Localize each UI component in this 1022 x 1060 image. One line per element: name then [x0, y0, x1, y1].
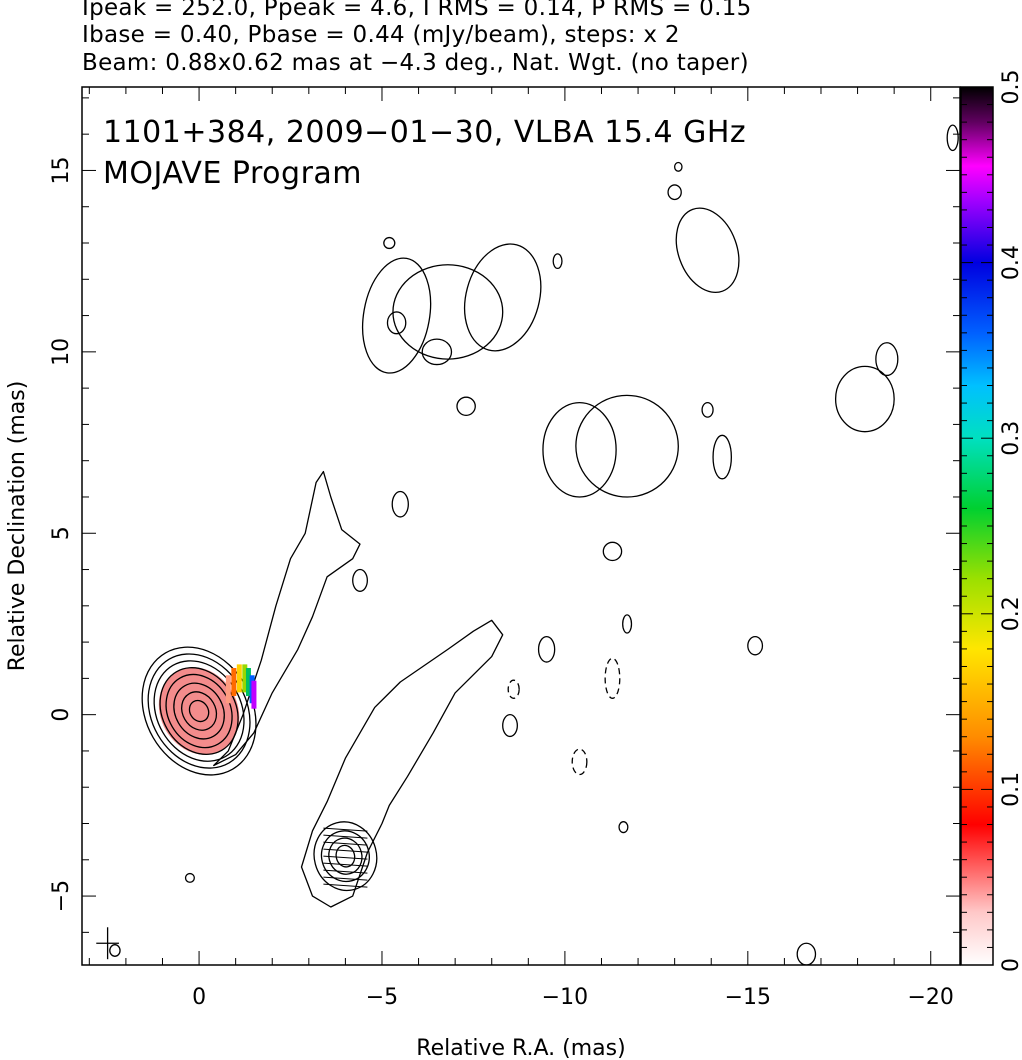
island-contour — [552, 253, 563, 270]
island-contour — [834, 365, 895, 433]
island-contour — [421, 338, 453, 366]
chart-title: 1101+384, 2009−01−30, VLBA 15.4 GHz — [103, 115, 746, 150]
island-contour — [622, 614, 633, 634]
island-contour — [464, 243, 542, 352]
knot-polarization-tick — [323, 862, 368, 867]
negative-contour — [604, 657, 621, 699]
colorbar-ticks — [961, 86, 993, 966]
contour-lines — [109, 124, 959, 965]
island-contour — [391, 490, 409, 518]
x-tick-label: 0 — [192, 985, 206, 1010]
knot-polarization-tick — [323, 841, 368, 846]
island-contour — [502, 714, 518, 738]
knot-polarization-tick — [323, 883, 368, 888]
x-tick-label: −5 — [366, 985, 398, 1010]
island-contour — [184, 872, 195, 883]
knot-polarization-tick — [323, 848, 368, 853]
knot-polarization-tick — [323, 855, 368, 860]
y-tick-label: 10 — [49, 338, 74, 366]
x-tick-labels: 0 −5 −10 −15 −20 — [192, 985, 954, 1010]
plot-frame — [81, 86, 961, 966]
island-contour — [109, 944, 121, 957]
knot-polarization-tick — [323, 869, 368, 874]
island-contour — [674, 161, 683, 172]
y-tick-labels: −5 0 5 10 15 — [49, 156, 74, 912]
island-contour — [701, 401, 714, 418]
x-tick-label: −10 — [542, 985, 588, 1010]
colorbar-tick-label: 0.3 — [999, 421, 1022, 456]
island-contour — [796, 942, 817, 965]
header-line-3: Beam: 0.88x0.62 mas at −4.3 deg., Nat. W… — [82, 50, 749, 76]
island-contour — [362, 257, 432, 374]
x-tick-label: −20 — [908, 985, 954, 1010]
island-contour — [575, 394, 679, 498]
core-polarization-fill — [158, 667, 240, 755]
colorbar-tick-label: 0.4 — [999, 245, 1022, 280]
knot-polarization-tick — [323, 876, 368, 881]
header-line-1: Ipeak = 252.0, Ppeak = 4.6, I RMS = 0.14… — [82, 0, 752, 21]
core-contour — [173, 682, 225, 740]
chart-subtitle: MOJAVE Program — [103, 156, 362, 191]
knot-polarization-tick — [323, 834, 368, 839]
island-contour — [946, 124, 959, 152]
negative-contour — [571, 748, 588, 776]
core-contour — [181, 691, 218, 731]
island-contour — [875, 342, 899, 377]
header-line-2: Ibase = 0.40, Pbase = 0.44 (mJy/beam), s… — [82, 22, 680, 48]
y-tick-label: 5 — [49, 526, 74, 540]
core-contour — [188, 699, 210, 723]
knot-contour — [335, 844, 356, 868]
y-axis-label: Relative Declination (mas) — [5, 381, 30, 672]
colorbar-tick-label: 0 — [999, 958, 1022, 972]
colorbar-tick-labels: 0 0.1 0.2 0.3 0.4 0.5 — [999, 70, 1022, 973]
x-axis-label: Relative R.A. (mas) — [416, 1036, 625, 1060]
island-contour — [537, 636, 556, 663]
colorbar-tick-label: 0.2 — [999, 596, 1022, 631]
y-tick-label: −5 — [49, 880, 74, 912]
island-contour — [386, 311, 407, 335]
island-contour — [618, 821, 629, 834]
island-contour — [747, 636, 764, 656]
beam-ellipse — [96, 927, 119, 960]
y-tick-label: 0 — [49, 708, 74, 722]
island-contour — [542, 401, 617, 498]
polarized-intensity-fill — [158, 667, 240, 755]
colorbar-tick-label: 0.1 — [999, 772, 1022, 807]
island-contour — [602, 541, 623, 562]
island-contour — [352, 568, 368, 592]
island-contour — [712, 434, 733, 480]
y-tick-label: 15 — [49, 156, 74, 184]
negative-contour — [507, 679, 520, 699]
island-contour — [456, 396, 476, 416]
island-contour — [667, 184, 682, 201]
jet-contour — [300, 619, 504, 908]
axis-ticks — [82, 87, 960, 965]
island-contour — [383, 236, 396, 250]
knot-contour — [313, 821, 378, 892]
x-tick-label: −15 — [725, 985, 771, 1010]
jet-contour — [213, 470, 361, 767]
island-contour — [675, 207, 740, 294]
knot-polarization-tick — [323, 827, 368, 832]
colorbar-tick-label: 0.5 — [999, 70, 1022, 105]
island-contour — [392, 264, 504, 360]
polarization-vectors — [225, 664, 368, 888]
